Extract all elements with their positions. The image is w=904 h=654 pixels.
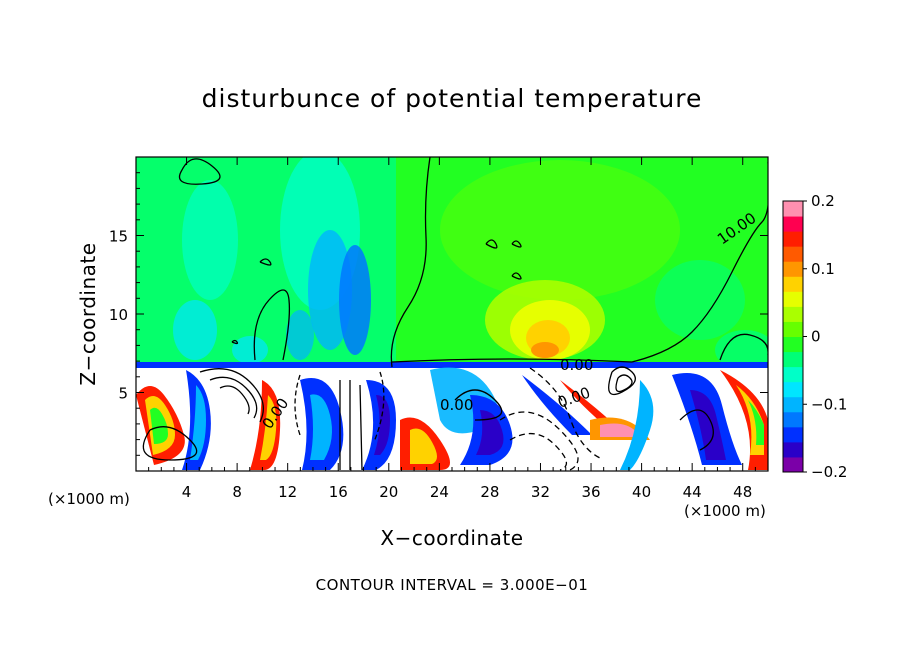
x-axis-ticks: 4 8 12 16 20 24 28 32 36 40 44 48 — [148, 157, 756, 501]
colorbar-tick-label: −0.2 — [811, 463, 847, 481]
x-tick-label: 36 — [581, 483, 600, 501]
contour-label: 0.00 — [560, 356, 593, 374]
colorbar-swatch — [783, 456, 803, 473]
colorbar-swatch — [783, 306, 803, 322]
colorbar-swatch — [783, 276, 803, 292]
colorbar-tick-label: 0 — [811, 328, 821, 346]
contour-lines — [142, 157, 768, 471]
x-tick-label: 32 — [531, 483, 550, 501]
colorbar-tick-label: 0.1 — [811, 260, 835, 278]
z-unit-label: (×1000 m) — [684, 502, 766, 520]
y-tick-label: 5 — [118, 385, 128, 403]
contour-interval-note: CONTOUR INTERVAL = 3.000E−01 — [315, 576, 589, 594]
colorbar-swatch — [783, 396, 803, 413]
x-tick-label: 44 — [683, 483, 702, 501]
x-axis-label: X−coordinate — [380, 526, 524, 550]
colorbar-swatch — [783, 366, 803, 383]
colorbar-swatch — [783, 291, 803, 307]
colorbar-swatch — [783, 441, 803, 458]
field-upper — [136, 157, 768, 471]
x-tick-label: 24 — [430, 483, 449, 501]
x-unit-label: (×1000 m) — [48, 490, 130, 508]
colorbar-swatch — [783, 411, 803, 428]
x-tick-label: 16 — [329, 483, 348, 501]
x-tick-label: 48 — [733, 483, 752, 501]
colorbar-swatch — [783, 201, 803, 217]
colorbar-tick-label: −0.1 — [811, 395, 847, 413]
colorbar-swatch — [783, 426, 803, 443]
contour-label: 0.00 — [440, 396, 473, 414]
colorbar-swatch — [783, 321, 803, 337]
x-tick-label: 20 — [379, 483, 398, 501]
colorbar-swatch — [783, 336, 803, 353]
chart-title: disturbunce of potential temperature — [201, 84, 703, 113]
x-tick-label: 8 — [232, 483, 242, 501]
y-axis-ticks: 5 10 15 — [109, 172, 768, 456]
colorbar-swatch — [783, 351, 803, 368]
colorbar-swatch — [783, 381, 803, 398]
colorbar-swatch — [783, 216, 803, 232]
x-tick-label: 4 — [182, 483, 192, 501]
colorbar-swatch — [783, 231, 803, 247]
y-tick-label: 15 — [109, 228, 128, 246]
colorbar-swatch — [783, 261, 803, 277]
x-tick-label: 28 — [480, 483, 499, 501]
colorbar: 0.2 0.1 0 −0.1 −0.2 — [782, 192, 847, 481]
y-tick-label: 10 — [109, 306, 128, 324]
x-tick-label: 12 — [278, 483, 297, 501]
colorbar-tick-label: 0.2 — [811, 192, 835, 210]
x-tick-label: 40 — [632, 483, 651, 501]
colorbar-swatch — [783, 246, 803, 262]
